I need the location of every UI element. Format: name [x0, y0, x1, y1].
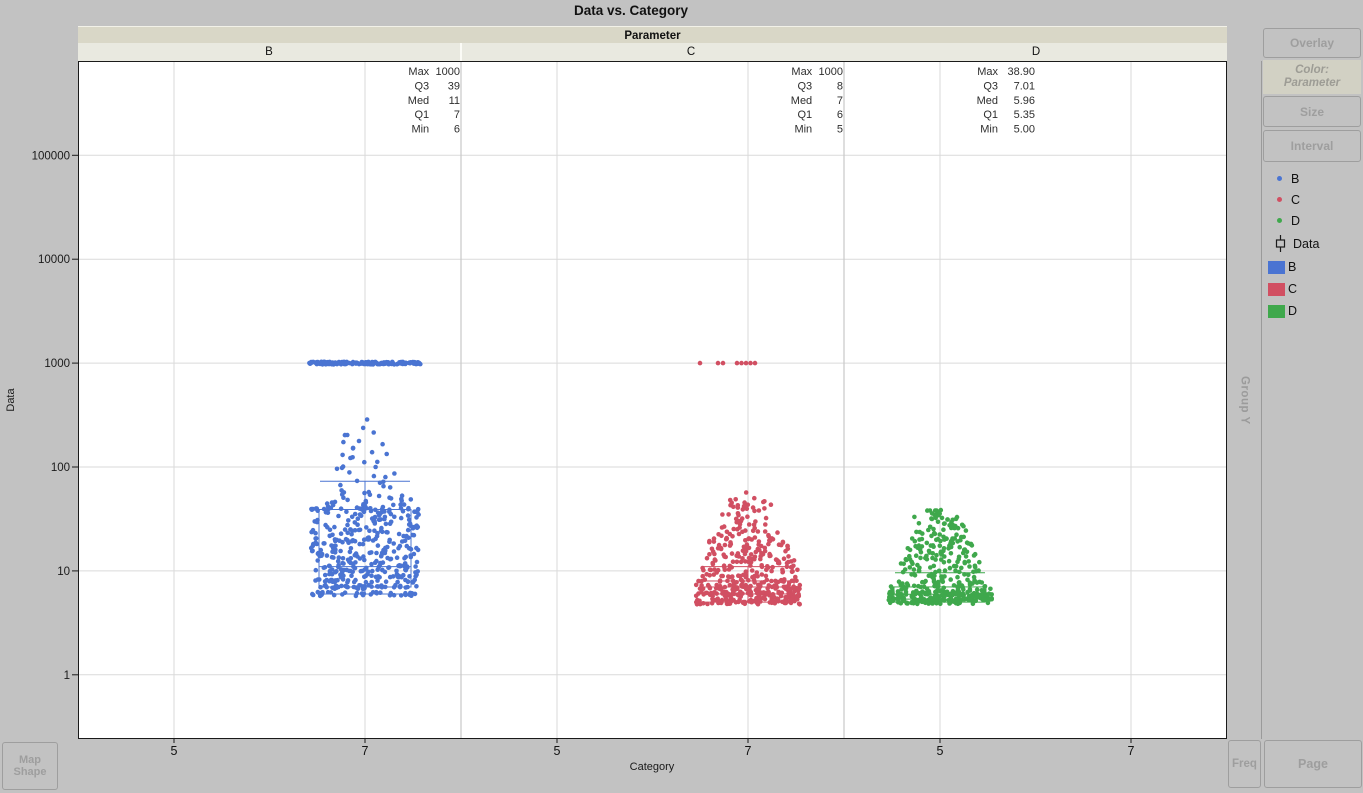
legend-item-dot-B[interactable]: B: [1263, 168, 1363, 189]
svg-text:6: 6: [454, 124, 460, 136]
svg-text:10000: 10000: [38, 254, 70, 266]
svg-text:7.01: 7.01: [1014, 80, 1035, 92]
svg-text:Q1: Q1: [415, 109, 430, 121]
svg-text:5: 5: [171, 744, 178, 758]
legend-dot-marker-icon: [1277, 218, 1282, 223]
svg-text:5.35: 5.35: [1014, 109, 1035, 121]
panel-header-D[interactable]: D: [845, 43, 1227, 61]
page-drop-zone[interactable]: Page: [1264, 740, 1362, 788]
cluster-points-C: [693, 360, 803, 607]
svg-text:6: 6: [837, 109, 843, 121]
legend-item-label: B: [1291, 171, 1300, 186]
svg-text:Med: Med: [977, 95, 998, 107]
plot-area[interactable]: [78, 61, 1227, 739]
svg-text:Q3: Q3: [983, 80, 998, 92]
legend-square-swatch-icon: [1268, 282, 1285, 296]
legend-item-square-D[interactable]: D: [1263, 300, 1363, 322]
size-drop-zone[interactable]: Size: [1263, 96, 1361, 127]
y-axis[interactable]: 1 10 100 1000 10000 100000 Data: [5, 150, 78, 682]
legend-item-boxplot-Data[interactable]: Data: [1263, 231, 1363, 256]
legend-item-label: C: [1291, 192, 1301, 207]
interval-drop-zone[interactable]: Interval: [1263, 130, 1361, 162]
svg-text:Min: Min: [980, 124, 998, 136]
svg-text:Min: Min: [411, 124, 429, 136]
svg-text:1000: 1000: [44, 358, 70, 370]
svg-text:100000: 100000: [32, 150, 70, 162]
legend-item-label: C: [1288, 282, 1298, 296]
svg-text:Q1: Q1: [798, 109, 813, 121]
freq-drop-zone[interactable]: Freq: [1228, 740, 1261, 788]
svg-text:38.90: 38.90: [1007, 66, 1035, 78]
svg-text:5.00: 5.00: [1014, 124, 1035, 136]
svg-text:1000: 1000: [819, 66, 843, 78]
legend-dot-marker-icon: [1277, 176, 1282, 181]
svg-text:Max: Max: [791, 66, 812, 78]
svg-text:7: 7: [745, 744, 752, 758]
stats-caption-D: Max 38.90 Q3 7.01 Med 5.96 Q1 5.35 Min 5.00: [977, 66, 1035, 136]
x-axis-title: Category: [630, 761, 675, 773]
legend-square-swatch-icon: [1268, 260, 1285, 274]
cluster-points-B: [307, 359, 423, 599]
panel-header-B[interactable]: B: [78, 43, 460, 61]
parameter-header-band: Parameter: [78, 26, 1227, 44]
color-drop-zone[interactable]: Color: Parameter: [1263, 60, 1361, 94]
legend-item-square-C[interactable]: C: [1263, 278, 1363, 300]
svg-text:7: 7: [362, 744, 369, 758]
svg-text:39: 39: [448, 80, 460, 92]
chart-title: Data vs. Category: [573, 3, 689, 18]
svg-text:1000: 1000: [436, 66, 460, 78]
legend-item-label: D: [1288, 304, 1298, 318]
legend-item-label: D: [1291, 213, 1301, 228]
legend-item-square-B[interactable]: B: [1263, 256, 1363, 278]
svg-text:100: 100: [51, 462, 70, 474]
legend-item-label: B: [1288, 260, 1297, 274]
svg-text:10: 10: [57, 566, 70, 578]
svg-text:5: 5: [554, 744, 561, 758]
legend-item-label: Data: [1293, 236, 1320, 251]
svg-text:5: 5: [937, 744, 944, 758]
y-axis-title: Data: [5, 388, 17, 412]
svg-text:Q3: Q3: [798, 80, 813, 92]
svg-text:8: 8: [837, 80, 843, 92]
legend-item-dot-C[interactable]: C: [1263, 189, 1363, 210]
svg-text:Min: Min: [794, 124, 812, 136]
stats-caption-B: Max 1000 Q3 39 Med 11 Q1 7 Min 6: [408, 66, 460, 136]
svg-text:11: 11: [449, 95, 460, 107]
legend-square-swatch-icon: [1268, 304, 1285, 318]
svg-text:Med: Med: [791, 95, 812, 107]
legend: B C D Data B C D: [1263, 168, 1363, 322]
svg-text:7: 7: [1128, 744, 1135, 758]
svg-text:5.96: 5.96: [1014, 95, 1035, 107]
svg-text:Max: Max: [977, 66, 998, 78]
legend-boxplot-icon: [1275, 235, 1286, 252]
legend-dot-marker-icon: [1277, 197, 1282, 202]
legend-item-dot-D[interactable]: D: [1263, 210, 1363, 231]
map-shape-drop-zone[interactable]: Map Shape: [2, 742, 58, 790]
x-axis[interactable]: 5 7 5 7 5 7 Category: [171, 739, 1135, 773]
overlay-drop-zone[interactable]: Overlay: [1263, 28, 1361, 58]
svg-text:Max: Max: [408, 66, 429, 78]
gridlines: [79, 62, 1226, 738]
svg-text:1: 1: [64, 670, 70, 682]
stats-caption-C: Max 1000 Q3 8 Med 7 Q1 6 Min 5: [791, 66, 843, 136]
parameter-header-label: Parameter: [624, 29, 681, 42]
svg-text:Med: Med: [408, 95, 429, 107]
cluster-points-D: [886, 507, 994, 607]
panel-header-C[interactable]: C: [462, 43, 920, 61]
group-y-drop-zone[interactable]: Group Y: [1228, 61, 1262, 739]
svg-text:Q3: Q3: [415, 80, 430, 92]
svg-text:7: 7: [837, 95, 843, 107]
panel-level-band: B C D: [78, 43, 1227, 61]
svg-text:7: 7: [454, 109, 460, 121]
svg-text:Q1: Q1: [983, 109, 998, 121]
svg-text:5: 5: [837, 124, 843, 136]
group-y-label: Group Y: [1238, 375, 1251, 425]
